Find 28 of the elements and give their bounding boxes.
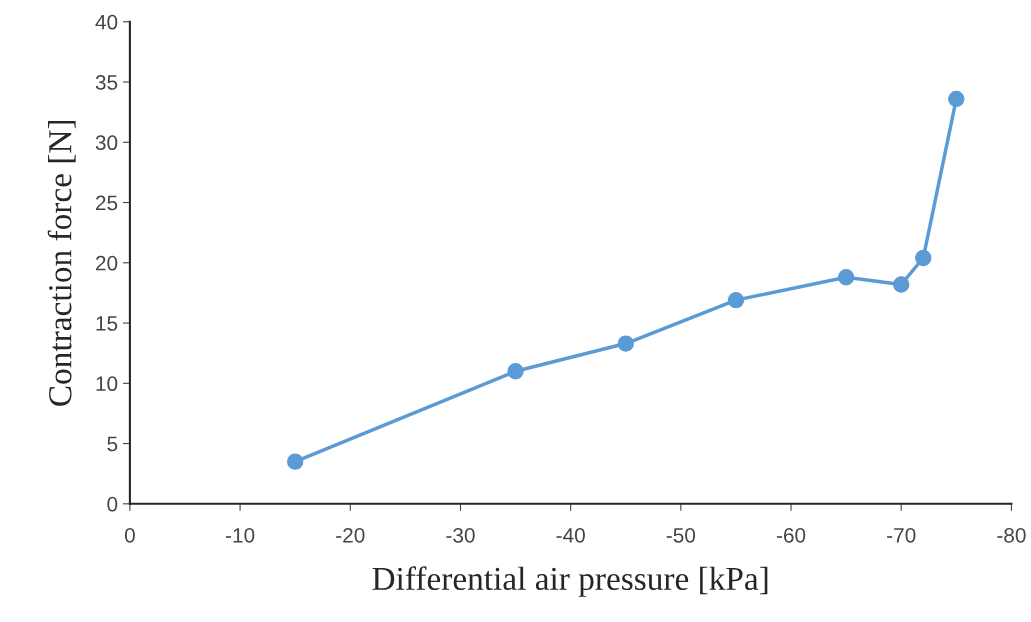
y-axis-title: Contraction force [N] bbox=[47, 120, 76, 406]
y-tick-label: 5 bbox=[107, 436, 118, 452]
point bbox=[893, 276, 910, 293]
x-tick-label: -50 bbox=[666, 527, 696, 543]
point bbox=[837, 269, 855, 286]
y-tick-label: 25 bbox=[95, 195, 118, 211]
x-tick-label: -80 bbox=[997, 527, 1026, 543]
point bbox=[507, 363, 524, 380]
y-tick-label: 30 bbox=[95, 135, 118, 151]
x-tick-label: -40 bbox=[556, 527, 585, 543]
x-tick-label: -10 bbox=[225, 527, 255, 543]
x-axis-title: Differential air pressure [kPa] bbox=[372, 566, 768, 597]
y-tick-label: 15 bbox=[96, 316, 118, 331]
y-tick-label: 20 bbox=[95, 255, 118, 271]
x-tick-label: 0 bbox=[124, 527, 135, 543]
point bbox=[727, 292, 745, 309]
point bbox=[617, 335, 634, 352]
y-tick-label: 10 bbox=[96, 376, 118, 392]
point bbox=[287, 453, 304, 470]
x-tick-label: -60 bbox=[776, 527, 806, 543]
x-tick-label: -20 bbox=[336, 527, 365, 543]
y-tick-label: 40 bbox=[95, 14, 118, 30]
y-tick-label: 35 bbox=[95, 75, 118, 90]
x-tick-label: -70 bbox=[887, 527, 916, 543]
point bbox=[915, 249, 932, 267]
y-tick-label: 0 bbox=[107, 496, 118, 512]
point bbox=[948, 90, 965, 108]
x-tick-label: -30 bbox=[446, 527, 475, 543]
